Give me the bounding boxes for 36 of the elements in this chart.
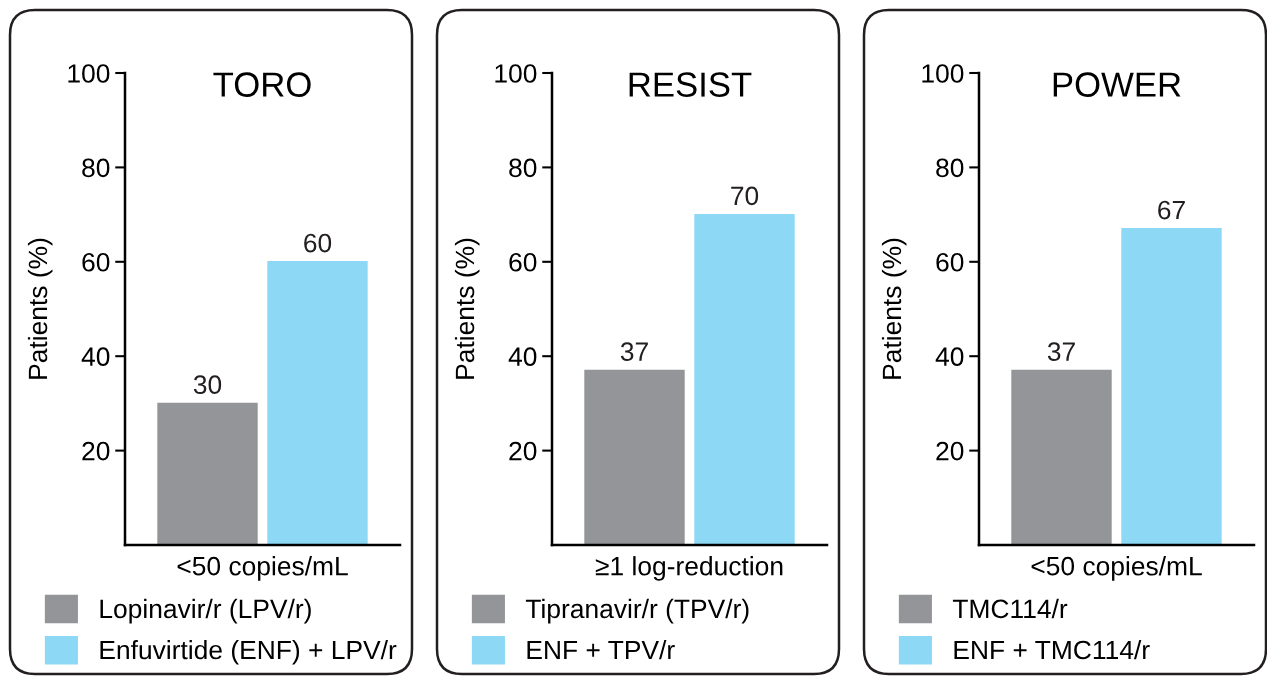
y-tick-label: 60 <box>82 252 110 272</box>
legend-label: TMC114/r <box>952 598 1068 619</box>
y-tick-label: 100 <box>922 64 964 83</box>
y-tick-label: 80 <box>936 158 964 178</box>
y-tick-label: 60 <box>509 252 537 272</box>
y-axis-title: Patients (%) <box>27 238 53 379</box>
x-tick-label: <50 copies/mL <box>1031 556 1202 581</box>
y-tick-label: 80 <box>82 158 110 178</box>
legend-label: Lopinavir/r (LPV/r) <box>100 598 311 624</box>
legend-label: Tipranavir/r (TPV/r) <box>525 598 749 624</box>
y-axis-title: Patients (%) <box>881 238 907 379</box>
data-label: 30 <box>193 375 222 395</box>
y-tick-label: 80 <box>509 158 537 178</box>
chart-title: TORO <box>213 72 311 97</box>
x-tick-label: <50 copies/mL <box>177 556 348 581</box>
y-tick-label: 20 <box>82 441 110 461</box>
y-tick-label: 100 <box>68 64 110 83</box>
data-label: 67 <box>1158 200 1185 220</box>
data-label: 37 <box>620 342 648 361</box>
data-label: 37 <box>1047 342 1075 361</box>
y-axis-title: Patients (%) <box>454 238 480 379</box>
legend-label: Enfuvirtide (ENF) + LPV/r <box>100 639 397 665</box>
y-tick-label: 100 <box>495 64 537 83</box>
chart-title: RESIST <box>629 72 752 97</box>
chart-title: POWER <box>1053 72 1181 97</box>
data-label: 70 <box>731 186 759 206</box>
y-tick-label: 60 <box>936 252 964 272</box>
data-label: 60 <box>304 233 332 253</box>
y-tick-label: 40 <box>81 347 110 367</box>
legend-label: ENF + TMC114/r <box>954 639 1150 660</box>
legend-label: ENF + TPV/r <box>527 639 675 660</box>
y-tick-label: 40 <box>935 347 964 367</box>
y-tick-label: 20 <box>509 441 537 461</box>
x-tick-label: ≥1 log-reduction <box>595 556 783 581</box>
y-tick-label: 40 <box>508 347 537 367</box>
y-tick-label: 20 <box>936 441 964 461</box>
